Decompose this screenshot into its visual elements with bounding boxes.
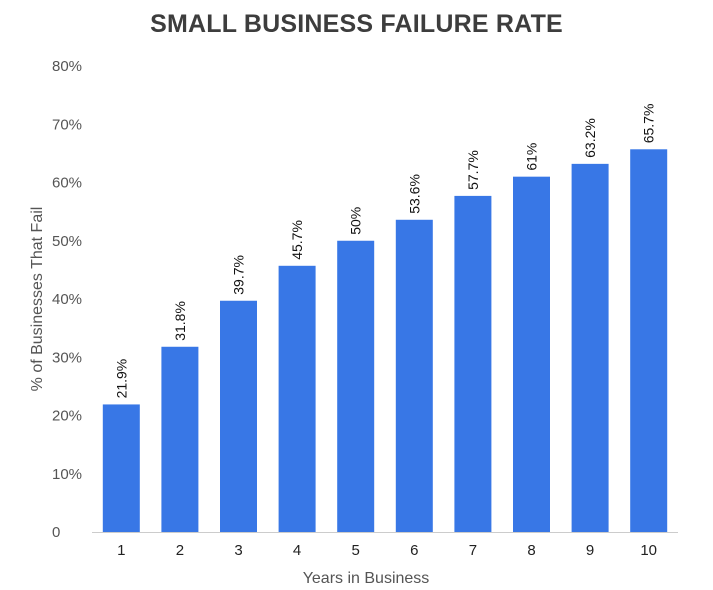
x-tick-label: 6 bbox=[410, 542, 418, 559]
x-tick-label: 1 bbox=[117, 542, 125, 559]
y-tick-label: 30% bbox=[52, 349, 82, 366]
x-tick-label: 3 bbox=[234, 542, 242, 559]
data-labels: 21.9% 31.8% 39.7% 45.7% 50% 53.6% 57.7% 61% 63.2… bbox=[113, 104, 656, 399]
data-label: 57.7% bbox=[465, 150, 481, 190]
data-label: 50% bbox=[348, 207, 364, 235]
bar bbox=[337, 240, 375, 532]
x-tick-label: 2 bbox=[176, 542, 184, 559]
y-tick-label: 10% bbox=[52, 466, 82, 483]
bar bbox=[102, 404, 140, 532]
bar bbox=[630, 149, 668, 533]
data-label: 63.2% bbox=[582, 118, 598, 158]
data-label: 45.7% bbox=[289, 220, 305, 260]
bars bbox=[102, 149, 668, 533]
x-tick-label: 4 bbox=[293, 542, 301, 559]
x-axis-ticks: 1 2 3 4 5 6 7 8 9 10 bbox=[117, 542, 657, 559]
x-axis-title: Years in Business bbox=[303, 570, 430, 587]
x-tick-label: 8 bbox=[527, 542, 535, 559]
bar bbox=[513, 176, 550, 533]
x-tick-label: 7 bbox=[469, 542, 477, 559]
data-label: 53.6% bbox=[406, 174, 422, 214]
chart-title: SMALL BUSINESS FAILURE RATE bbox=[150, 10, 563, 38]
x-tick-label: 5 bbox=[352, 542, 360, 559]
x-tick-label: 9 bbox=[586, 542, 594, 559]
y-tick-label: 50% bbox=[52, 233, 82, 250]
bar bbox=[220, 300, 257, 532]
y-tick-label: 20% bbox=[52, 408, 82, 425]
data-label: 31.8% bbox=[172, 301, 188, 341]
y-tick-label: 80% bbox=[52, 58, 82, 75]
bar bbox=[161, 346, 199, 532]
y-tick-label: 70% bbox=[52, 116, 82, 133]
data-label: 61% bbox=[524, 143, 540, 171]
y-tick-label: 60% bbox=[52, 175, 82, 192]
data-label: 21.9% bbox=[113, 359, 129, 399]
x-tick-label: 10 bbox=[640, 542, 657, 559]
y-tick-label: 40% bbox=[52, 291, 82, 308]
data-label: 39.7% bbox=[231, 255, 247, 295]
bar bbox=[278, 265, 316, 532]
y-axis-title: % of Businesses That Fail bbox=[29, 207, 46, 392]
y-axis-ticks: 0 10% 20% 30% 40% 50% 60% 70% 80% bbox=[52, 58, 82, 541]
bar bbox=[454, 195, 492, 532]
bar bbox=[395, 219, 433, 532]
bar bbox=[571, 163, 609, 533]
y-tick-label: 0 bbox=[52, 524, 60, 541]
data-label: 65.7% bbox=[641, 104, 657, 144]
